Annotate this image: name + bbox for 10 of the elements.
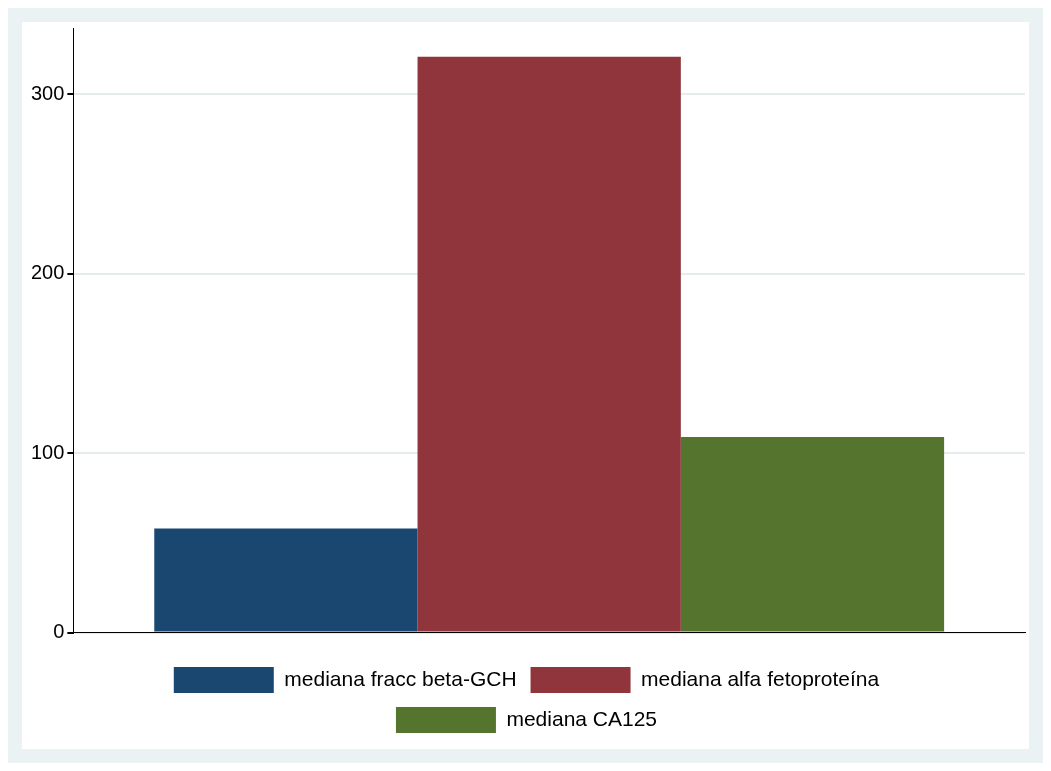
y-tick-label: 200 xyxy=(30,261,65,284)
bar xyxy=(417,56,681,632)
bar xyxy=(154,528,418,632)
y-tick-label: 100 xyxy=(30,440,65,463)
bar xyxy=(680,437,945,632)
legend-label: mediana alfa fetoproteína xyxy=(641,666,880,690)
legend-label: mediana fracc beta-GCH xyxy=(284,666,517,690)
y-tick-label: 300 xyxy=(30,81,65,104)
y-tick-label: 0 xyxy=(53,620,65,643)
legend-label: mediana CA125 xyxy=(506,706,658,730)
